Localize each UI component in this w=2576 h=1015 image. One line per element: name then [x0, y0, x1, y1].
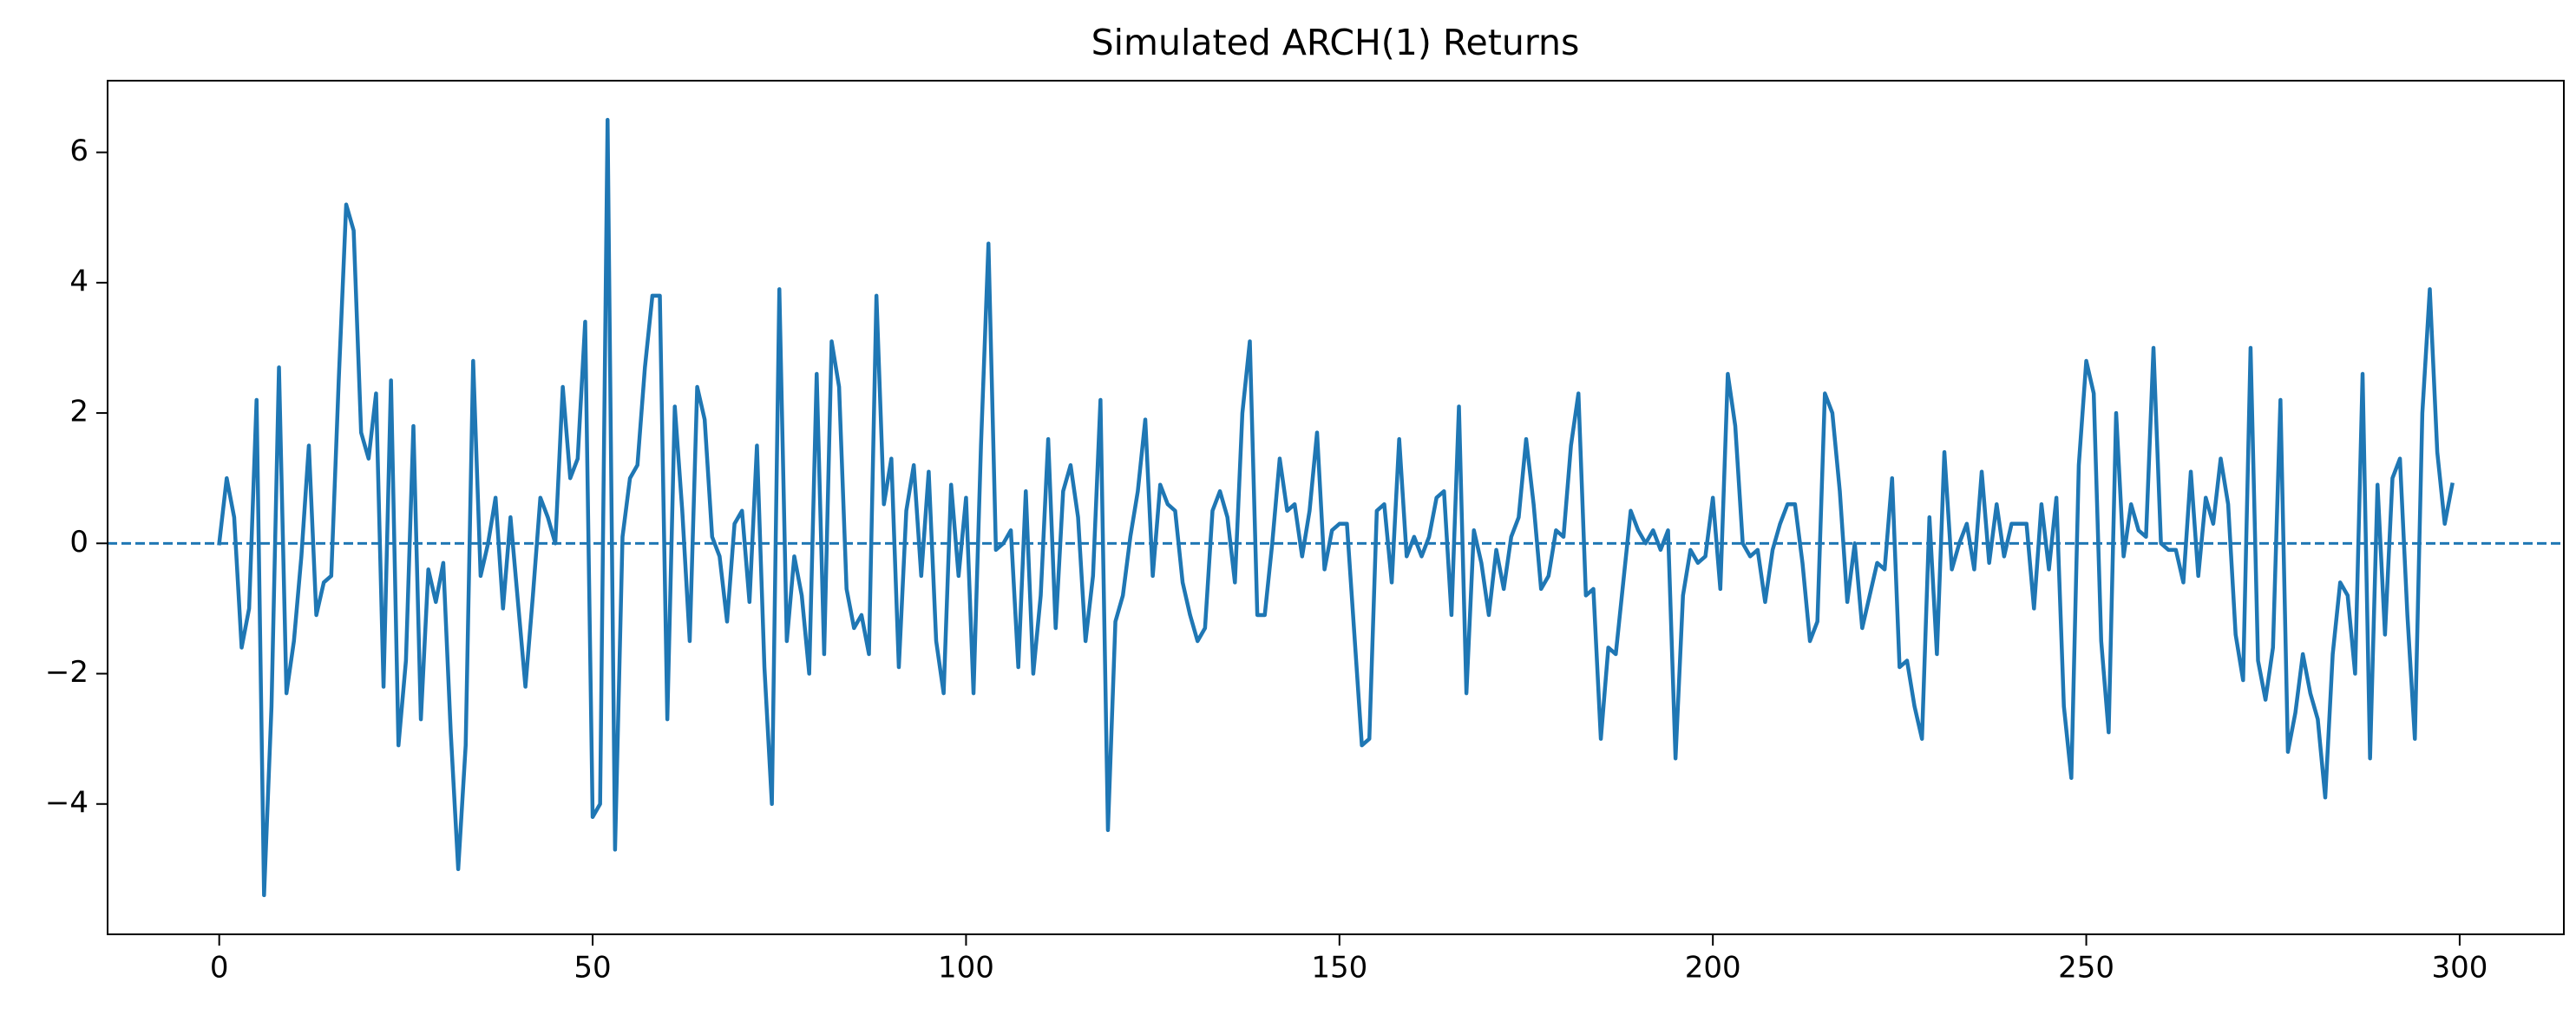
y-tick-label: −2 — [45, 655, 88, 690]
y-tick-label: 4 — [69, 264, 88, 298]
y-tick-label: −4 — [45, 785, 88, 820]
x-tick-label: 250 — [2058, 951, 2114, 986]
x-tick-label: 150 — [1311, 951, 1367, 986]
x-tick-label: 300 — [2431, 951, 2488, 986]
x-tick-label: 200 — [1685, 951, 1741, 986]
y-tick-label: 6 — [69, 134, 88, 168]
x-tick-label: 0 — [210, 951, 229, 986]
line-series — [217, 117, 2455, 898]
chart-title: Simulated ARCH(1) Returns — [1091, 22, 1580, 63]
y-tick-label: 0 — [69, 525, 88, 560]
y-tick-label: 2 — [69, 395, 88, 429]
plot-frame — [107, 80, 2565, 935]
x-tick-label: 50 — [574, 951, 611, 986]
x-tick-label: 100 — [938, 951, 994, 986]
